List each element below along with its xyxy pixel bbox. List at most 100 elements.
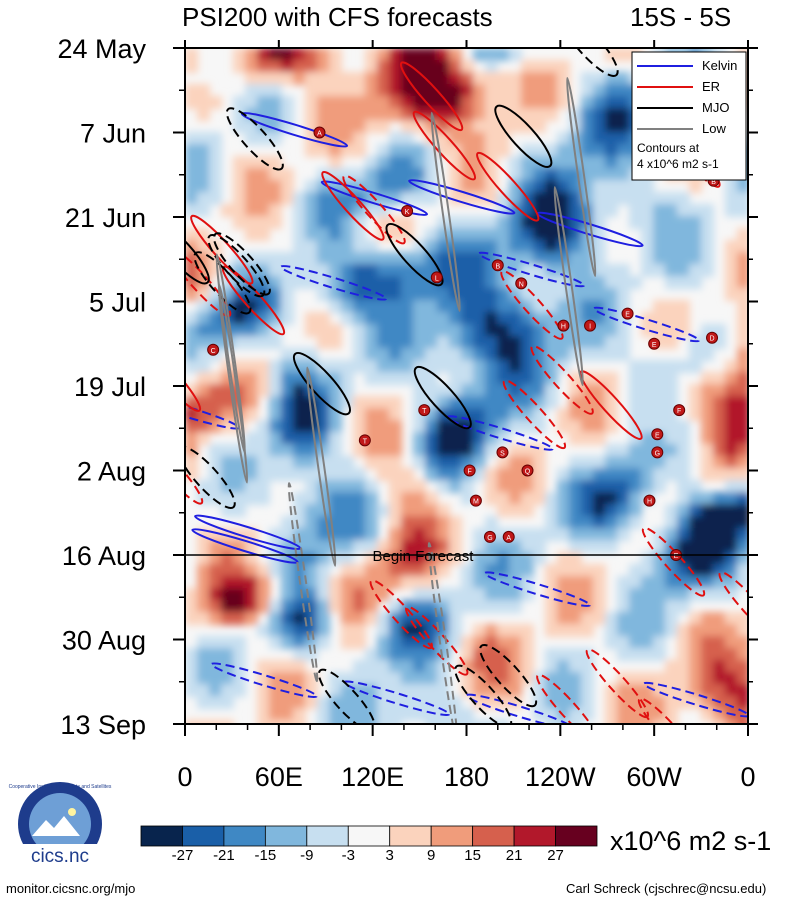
field-cell	[329, 216, 342, 229]
field-cell	[209, 156, 222, 169]
field-cell	[305, 204, 318, 217]
field-cell	[569, 672, 582, 685]
field-cell	[365, 168, 378, 181]
field-cell	[197, 588, 210, 601]
field-cell	[353, 564, 366, 577]
field-cell	[461, 720, 474, 724]
field-cell	[521, 576, 534, 589]
field-cell	[281, 348, 294, 361]
field-cell	[257, 480, 270, 493]
field-cell	[233, 684, 246, 697]
field-cell	[617, 72, 630, 85]
field-cell	[557, 156, 570, 169]
field-cell	[449, 636, 462, 649]
field-cell	[737, 372, 748, 385]
field-cell	[533, 240, 546, 253]
field-cell	[401, 96, 414, 109]
field-cell	[497, 324, 510, 337]
field-cell	[317, 72, 330, 85]
field-cell	[461, 480, 474, 493]
field-cell	[497, 216, 510, 229]
field-cell	[653, 480, 666, 493]
field-cell	[197, 600, 210, 613]
field-cell	[221, 564, 234, 577]
field-cell	[533, 192, 546, 205]
field-cell	[689, 588, 702, 601]
field-cell	[737, 708, 748, 721]
field-cell	[461, 384, 474, 397]
field-cell	[425, 48, 438, 61]
field-cell	[245, 576, 258, 589]
field-cell	[557, 192, 570, 205]
field-cell	[197, 372, 210, 385]
field-cell	[509, 120, 522, 133]
field-cell	[509, 552, 522, 565]
field-cell	[737, 228, 748, 241]
field-cell	[269, 276, 282, 289]
field-cell	[725, 492, 738, 505]
field-cell	[389, 180, 402, 193]
field-cell	[197, 144, 210, 157]
field-cell	[377, 396, 390, 409]
field-cell	[281, 108, 294, 121]
field-cell	[377, 324, 390, 337]
field-cell	[521, 324, 534, 337]
field-cell	[497, 468, 510, 481]
field-cell	[293, 384, 306, 397]
field-cell	[449, 696, 462, 709]
field-cell	[365, 540, 378, 553]
field-cell	[629, 444, 642, 457]
field-cell	[281, 372, 294, 385]
field-cell	[593, 348, 606, 361]
field-cell	[245, 204, 258, 217]
storm-marker-dot	[463, 464, 476, 477]
field-cell	[737, 564, 748, 577]
colorbar-tick-label: -21	[213, 847, 235, 864]
field-cell	[557, 300, 570, 313]
storm-marker-G: G	[651, 446, 664, 459]
field-cell	[653, 228, 666, 241]
field-cell	[641, 360, 654, 373]
field-cell	[593, 108, 606, 121]
field-cell	[389, 96, 402, 109]
field-cell	[377, 660, 390, 673]
field-cell	[605, 372, 618, 385]
field-cell	[257, 444, 270, 457]
field-cell	[653, 720, 666, 724]
field-cell	[701, 252, 714, 265]
field-cell	[509, 456, 522, 469]
field-cell	[665, 432, 678, 445]
field-cell	[653, 672, 666, 685]
field-cell	[689, 348, 702, 361]
field-cell	[569, 492, 582, 505]
field-cell	[605, 120, 618, 133]
field-cell	[197, 156, 210, 169]
field-cell	[581, 420, 594, 433]
field-cell	[497, 372, 510, 385]
field-cell	[233, 324, 246, 337]
website-link[interactable]: monitor.cicsnc.org/mjo	[6, 881, 136, 896]
field-cell	[653, 624, 666, 637]
field-cell	[401, 324, 414, 337]
storm-marker-dot	[557, 319, 570, 332]
field-cell	[509, 48, 522, 61]
field-cell	[197, 492, 210, 505]
field-cell	[593, 588, 606, 601]
field-cell	[557, 660, 570, 673]
field-cell	[473, 216, 486, 229]
field-cell	[653, 468, 666, 481]
field-cell	[221, 696, 234, 709]
field-cell	[269, 372, 282, 385]
field-cell	[317, 360, 330, 373]
field-cell	[725, 636, 738, 649]
field-cell	[269, 96, 282, 109]
cicsnc-logo: Cooperative Institute for Climate and Sa…	[9, 782, 112, 867]
x-tick-label: 0	[177, 762, 192, 792]
field-cell	[185, 60, 198, 73]
field-cell	[713, 552, 726, 565]
field-cell	[461, 636, 474, 649]
field-cell	[461, 216, 474, 229]
field-cell	[485, 84, 498, 97]
field-cell	[389, 108, 402, 121]
field-cell	[569, 576, 582, 589]
